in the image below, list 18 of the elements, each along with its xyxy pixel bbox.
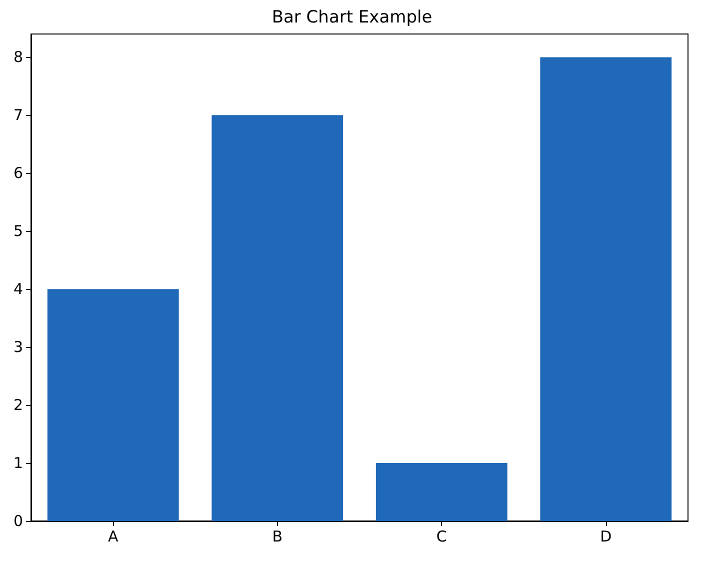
y-tick-label: 0 [13,512,23,530]
y-tick-label: 7 [13,106,23,124]
y-tick-label: 6 [13,164,23,182]
y-tick-label: 2 [13,396,23,414]
bar [376,463,508,521]
y-tick-label: 3 [13,338,23,356]
x-tick-label: A [108,528,119,546]
chart-title: Bar Chart Example [272,8,432,28]
y-tick-label: 5 [13,222,23,240]
bar [47,289,179,521]
x-tick-label: C [436,528,447,546]
bar [212,115,344,521]
y-tick-label: 8 [13,48,23,66]
bar [540,57,672,521]
y-tick-label: 4 [13,280,23,298]
y-tick-label: 1 [13,454,23,472]
x-tick-label: B [272,528,283,546]
x-tick-label: D [600,528,612,546]
